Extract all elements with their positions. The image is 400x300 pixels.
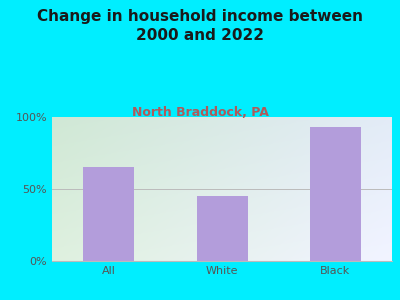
Bar [83,167,134,261]
Text: North Braddock, PA: North Braddock, PA [132,106,268,119]
Bar [310,127,361,261]
Bar [196,196,248,261]
Text: Change in household income between
2000 and 2022: Change in household income between 2000 … [37,9,363,43]
